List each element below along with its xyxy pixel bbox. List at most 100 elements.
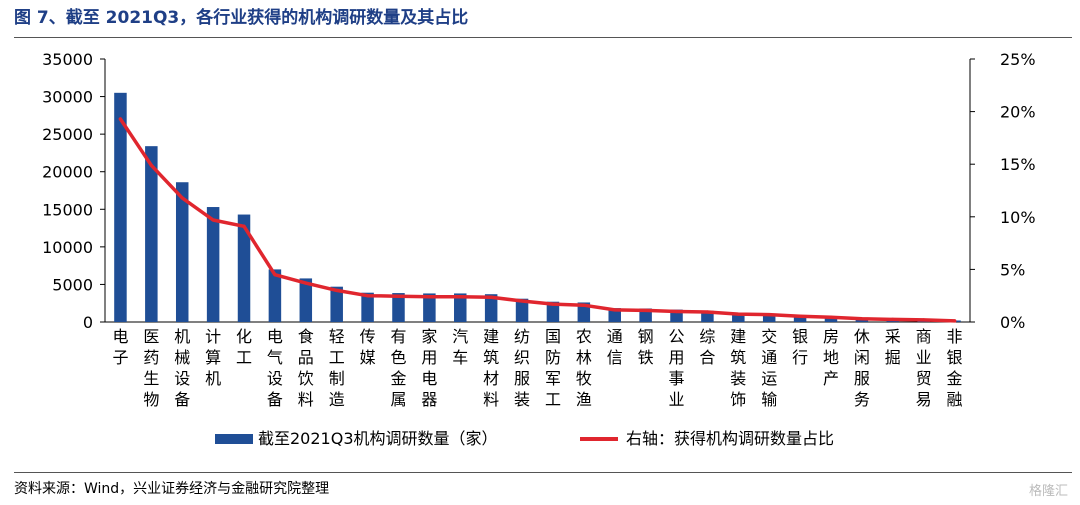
line-point bbox=[551, 302, 555, 306]
bar bbox=[361, 292, 374, 322]
right-tick-label: 0% bbox=[1000, 313, 1025, 332]
category-label: 综合 bbox=[699, 327, 715, 367]
category-label: 采掘 bbox=[885, 327, 901, 367]
line-point bbox=[489, 295, 493, 299]
line-point bbox=[118, 117, 123, 121]
bar bbox=[145, 146, 158, 322]
category-label: 纺织服装 bbox=[514, 327, 530, 409]
category-label: 建筑材料 bbox=[483, 327, 499, 409]
bar bbox=[175, 182, 189, 322]
bar bbox=[484, 294, 498, 322]
line-point bbox=[891, 317, 895, 321]
right-tick-label: 5% bbox=[1000, 260, 1025, 279]
line-point bbox=[952, 319, 957, 323]
line-point bbox=[705, 310, 710, 314]
left-tick-label: 10000 bbox=[42, 238, 93, 257]
line-point bbox=[304, 281, 308, 285]
bar bbox=[206, 207, 220, 322]
line-point bbox=[829, 315, 833, 319]
line-series bbox=[118, 117, 957, 323]
category-label: 休闲服务 bbox=[854, 327, 870, 409]
bar bbox=[793, 315, 807, 322]
bar bbox=[237, 214, 251, 322]
category-label: 家用电器 bbox=[421, 327, 437, 409]
category-label: 电子 bbox=[112, 327, 128, 367]
legend: 截至2021Q3机构调研数量（家） 右轴：获得机构调研数量占比 bbox=[215, 429, 834, 448]
bar bbox=[268, 269, 282, 322]
category-label: 通信 bbox=[607, 327, 623, 367]
category-label: 电气设备 bbox=[267, 327, 283, 409]
chart: 0 5000 10000 15000 20000 25000 30000 35000 0% 5% 1… bbox=[42, 50, 1035, 448]
category-label: 传媒 bbox=[360, 327, 376, 367]
line-point bbox=[674, 309, 679, 314]
line-point bbox=[180, 196, 184, 200]
category-label: 医药生物 bbox=[143, 327, 159, 409]
category-label: 汽车 bbox=[452, 327, 468, 367]
line-point bbox=[427, 295, 431, 299]
chart-title: 图 7、截至 2021Q3，各行业获得的机构调研数量及其占比 bbox=[14, 8, 469, 28]
line-point bbox=[922, 318, 926, 322]
line-point bbox=[644, 308, 648, 313]
source-divider bbox=[14, 472, 1072, 473]
line-point bbox=[365, 294, 370, 298]
category-label: 商业贸易 bbox=[916, 327, 932, 409]
bar bbox=[515, 298, 529, 322]
source-note: 资料来源：Wind，兴业证券经济与金融研究院整理 bbox=[14, 481, 330, 497]
line-point bbox=[211, 218, 215, 222]
category-label: 非银金融 bbox=[947, 327, 963, 409]
category-label: 轻工制造 bbox=[329, 327, 345, 409]
bar bbox=[423, 293, 436, 322]
line-point bbox=[767, 313, 771, 317]
right-tick-label: 20% bbox=[1000, 103, 1036, 122]
category-label: 房地产 bbox=[823, 327, 839, 388]
category-label: 国防军工 bbox=[545, 327, 561, 409]
line-point bbox=[860, 317, 864, 321]
category-label: 计算机 bbox=[205, 327, 221, 388]
left-tick-label: 25000 bbox=[42, 125, 93, 144]
legend-bar-swatch bbox=[215, 434, 253, 444]
left-tick-label: 0 bbox=[83, 313, 93, 332]
axes: 0 5000 10000 15000 20000 25000 30000 35000 0% 5% 1… bbox=[42, 50, 1035, 332]
bar bbox=[546, 301, 560, 322]
bar bbox=[392, 293, 405, 322]
category-label: 公用事业 bbox=[669, 327, 685, 409]
left-tick-label: 35000 bbox=[42, 50, 93, 69]
category-label: 银行 bbox=[792, 327, 808, 367]
title-divider bbox=[14, 37, 1072, 38]
line-point bbox=[736, 312, 740, 316]
line-point bbox=[613, 308, 617, 312]
left-tick-label: 20000 bbox=[42, 163, 93, 182]
line-point bbox=[396, 294, 401, 298]
line-point bbox=[335, 288, 339, 293]
line-point bbox=[582, 303, 586, 307]
line-point bbox=[520, 299, 524, 303]
legend-line-label: 右轴：获得机构调研数量占比 bbox=[626, 429, 834, 448]
bar-series bbox=[114, 92, 961, 322]
bar bbox=[762, 313, 776, 322]
right-tick-label: 15% bbox=[1000, 155, 1036, 174]
left-tick-label: 15000 bbox=[42, 200, 93, 219]
left-tick-label: 5000 bbox=[52, 275, 93, 294]
bar bbox=[330, 286, 343, 322]
category-label: 食品饮料 bbox=[298, 327, 314, 409]
left-tick-label: 30000 bbox=[42, 88, 93, 107]
right-tick-label: 10% bbox=[1000, 208, 1036, 227]
line-point bbox=[273, 273, 277, 277]
category-labels: 电子医药生物机械设备计算机化工电气设备食品饮料轻工制造传媒有色金属家用电器汽车建… bbox=[112, 327, 962, 409]
legend-bar-label: 截至2021Q3机构调研数量（家） bbox=[258, 429, 498, 448]
bar bbox=[454, 293, 467, 322]
category-label: 交通运输 bbox=[761, 327, 777, 409]
bar bbox=[732, 313, 745, 322]
category-label: 化工 bbox=[236, 327, 252, 367]
bar bbox=[701, 310, 714, 322]
line-point bbox=[149, 163, 153, 167]
bar bbox=[824, 316, 838, 322]
bar bbox=[299, 278, 313, 322]
line-point bbox=[798, 314, 802, 318]
line-point bbox=[458, 295, 462, 299]
category-label: 农林牧渔 bbox=[576, 327, 592, 409]
bar bbox=[114, 92, 127, 322]
category-label: 有色金属 bbox=[390, 327, 406, 409]
category-label: 机械设备 bbox=[174, 327, 190, 409]
watermark: 格隆汇 bbox=[1028, 484, 1068, 499]
